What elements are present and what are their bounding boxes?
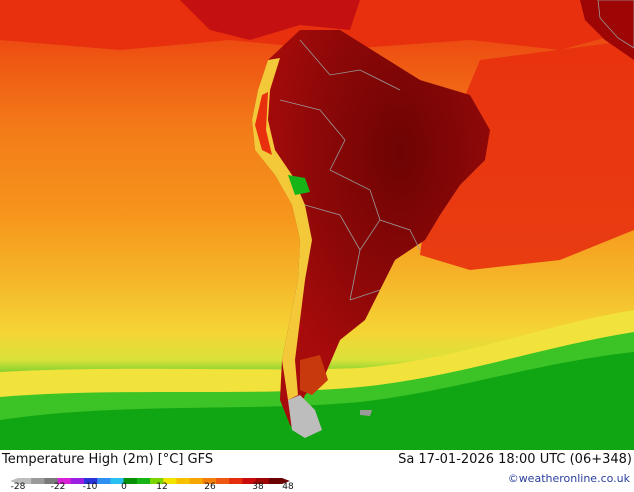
valid-time: Sa 17-01-2026 18:00 UTC (06+348) — [398, 452, 632, 467]
scale-segment — [216, 478, 230, 484]
falklands — [360, 410, 372, 416]
color-scale-bars — [18, 478, 283, 484]
scale-left-arrow — [10, 478, 18, 484]
scale-segment — [255, 478, 270, 484]
scale-segment — [268, 478, 283, 484]
scale-tick: 0 — [121, 482, 127, 492]
scale-segment — [110, 478, 125, 484]
southern-cold-band — [0, 350, 634, 450]
map-canvas — [0, 0, 634, 450]
map-title: Temperature High (2m) [°C] GFS — [2, 452, 214, 467]
scale-segment — [136, 478, 151, 484]
temperature-map — [0, 0, 634, 450]
color-scale — [10, 478, 290, 484]
scale-segment — [150, 478, 164, 484]
yellow-band — [0, 310, 634, 397]
scale-segment — [163, 478, 177, 484]
scale-segment — [70, 478, 85, 484]
scale-segment — [57, 478, 72, 484]
scale-right-arrow — [282, 478, 290, 484]
scale-tick: -10 — [82, 482, 98, 492]
scale-segment — [229, 478, 243, 484]
scale-segment — [97, 478, 111, 484]
scale-tick: -28 — [10, 482, 26, 492]
altiplano-green — [288, 175, 310, 195]
tierra-del-fuego — [288, 395, 322, 438]
scale-segment — [123, 478, 138, 484]
scale-segment — [242, 478, 257, 484]
color-scale-ticks: -28 -22 -10 0 12 26 38 48 — [0, 482, 300, 492]
scale-tick: 12 — [156, 482, 168, 492]
scale-segment — [31, 478, 45, 484]
south-america-landmass — [252, 30, 490, 435]
credit-link[interactable]: ©weatheronline.co.uk — [507, 472, 630, 485]
scale-segment — [202, 478, 217, 484]
country-borders — [279, 39, 421, 301]
caribbean-region — [180, 0, 360, 40]
scale-tick: 26 — [204, 482, 216, 492]
atlantic-warm-region — [420, 40, 634, 270]
scale-tick: -22 — [50, 482, 66, 492]
scale-segment — [44, 478, 59, 484]
africa-coastline — [597, 0, 634, 49]
scale-tick: 38 — [252, 482, 264, 492]
africa-corner — [580, 0, 634, 60]
patagonia — [300, 355, 328, 395]
scale-segment — [18, 478, 32, 484]
footer: Temperature High (2m) [°C] GFS Sa 17-01-… — [0, 450, 634, 492]
scale-tick: 48 — [282, 482, 294, 492]
scale-segment — [176, 478, 191, 484]
peru-coast — [255, 92, 272, 155]
southern-cool-band — [0, 330, 634, 420]
scale-segment — [189, 478, 204, 484]
scale-segment — [84, 478, 98, 484]
